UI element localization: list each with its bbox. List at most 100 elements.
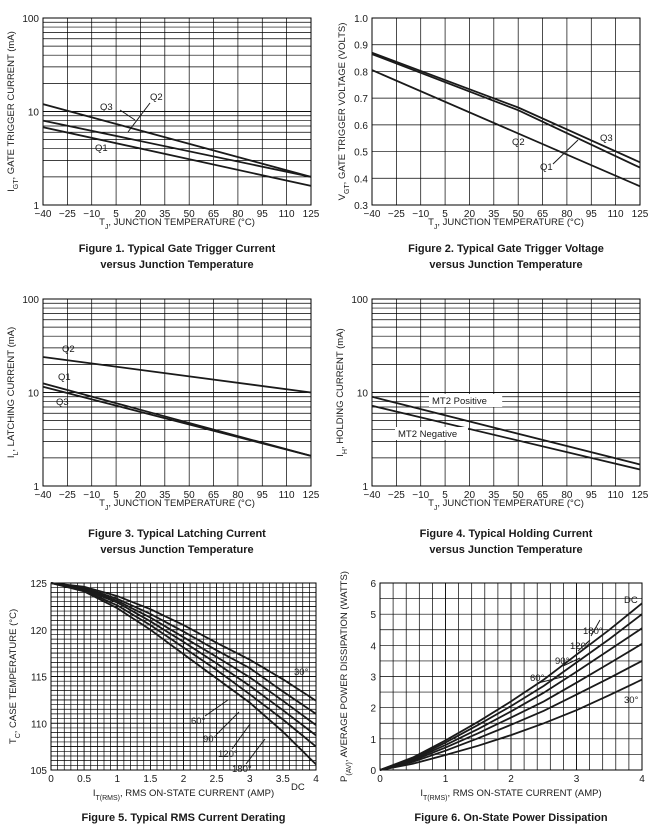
y-tick-label: 1 (33, 201, 39, 212)
fig6-grid (379, 582, 643, 771)
x-tick-label: 5 (442, 490, 448, 501)
x-tick-label: 110 (279, 490, 295, 501)
annotation-label: Q3 (56, 397, 69, 408)
x-tick-label: −40 (35, 490, 52, 501)
annotation-label: Q2 (512, 137, 525, 148)
x-tick-label: 2 (508, 774, 514, 785)
x-tick-label: −10 (83, 209, 100, 220)
x-tick-label: 110 (608, 209, 624, 220)
y-tick-label: 0.7 (354, 94, 368, 105)
x-axis-label: IT(RMS), RMS ON-STATE CURRENT (AMP) (93, 788, 274, 802)
y-tick-label: 10 (28, 389, 40, 400)
annotation-label: 120° (218, 749, 238, 760)
y-axis-label: TC, CASE TEMPERATURE (°C) (8, 609, 22, 744)
y-axis-label: IL, LATCHING CURRENT (mA) (6, 327, 20, 458)
annotation-leader (537, 675, 567, 684)
figure-caption: Figure 2. Typical Gate Trigger Voltage (408, 243, 604, 255)
x-tick-label: 65 (208, 209, 220, 220)
figure-caption: Figure 6. On-State Power Dissipation (414, 812, 607, 824)
annotation-label: Q1 (540, 162, 553, 173)
x-tick-label: 125 (632, 209, 649, 220)
x-tick-label: 0 (377, 774, 383, 785)
annotation-label: 60° (530, 673, 545, 684)
x-axis-label: TJ, JUNCTION TEMPERATURE (°C) (99, 217, 255, 231)
annotation-label: 120° (570, 641, 590, 652)
series-line-60- (379, 660, 643, 771)
series-line-30- (50, 582, 317, 702)
x-tick-label: 50 (513, 490, 525, 501)
y-tick-label: 0.9 (354, 41, 368, 52)
x-tick-label: 1.5 (143, 774, 157, 785)
series-line-dc (379, 602, 643, 771)
y-tick-label: 3 (370, 673, 376, 684)
x-tick-label: 65 (208, 490, 220, 501)
series-line-q3 (371, 51, 641, 164)
annotation-leader (245, 738, 266, 765)
figure-caption: Figure 4. Typical Holding Current (420, 528, 593, 540)
x-tick-label: 35 (488, 490, 500, 501)
x-tick-label: 65 (537, 209, 549, 220)
annotation-label: 180° (583, 626, 603, 637)
x-axis-label: IT(RMS), RMS ON-STATE CURRENT (AMP) (420, 788, 601, 802)
series-line-q2 (42, 356, 312, 394)
x-tick-label: 50 (184, 490, 196, 501)
annotation-label: Q2 (62, 344, 75, 355)
fig2-grid (371, 17, 641, 206)
fig4-grid (371, 298, 641, 487)
x-tick-label: −10 (83, 490, 100, 501)
annotation-label: 30° (294, 667, 309, 678)
annotation-leader (590, 619, 601, 637)
annotation-leader (577, 639, 591, 652)
x-tick-label: 20 (464, 209, 476, 220)
y-tick-label: 10 (28, 108, 40, 119)
annotation-bg (429, 394, 503, 407)
annotation-leader (231, 723, 251, 750)
x-tick-label: −25 (59, 209, 76, 220)
x-axis-label: TJ, JUNCTION TEMPERATURE (°C) (99, 498, 255, 512)
annotation-label: Q3 (600, 133, 613, 144)
figure-caption: versus Junction Temperature (429, 259, 582, 271)
y-tick-label: 2 (370, 704, 376, 715)
annotation-label: MT2 Positive (432, 396, 487, 407)
x-axis-label: TJ, JUNCTION TEMPERATURE (°C) (428, 217, 584, 231)
x-tick-label: 5 (442, 209, 448, 220)
series-line-120- (50, 582, 317, 737)
fig5-grid (50, 582, 317, 771)
annotation-label: Q1 (58, 372, 71, 383)
series-line-mt2-negative (371, 404, 641, 471)
y-tick-label: 100 (22, 295, 39, 306)
x-tick-label: 65 (537, 490, 549, 501)
y-axis-label: P(AV), AVERAGE POWER DISSIPATION (WATTS) (339, 571, 353, 782)
x-tick-label: 20 (135, 209, 147, 220)
x-tick-label: 1 (443, 774, 449, 785)
plot-frame (371, 17, 641, 206)
annotation-leader (127, 102, 151, 133)
y-tick-label: 125 (30, 579, 47, 590)
x-tick-label: 35 (159, 490, 171, 501)
y-tick-label: 5 (370, 610, 376, 621)
y-tick-label: 10 (357, 389, 369, 400)
x-tick-label: −10 (412, 490, 429, 501)
figure-caption: Figure 5. Typical RMS Current Derating (82, 812, 286, 824)
x-tick-label: 1 (114, 774, 120, 785)
x-tick-label: 80 (561, 490, 573, 501)
x-tick-label: 20 (464, 490, 476, 501)
plot-frame (379, 582, 643, 771)
x-tick-label: 4 (313, 774, 319, 785)
y-tick-label: 120 (30, 626, 47, 637)
series-line-90- (379, 643, 643, 771)
y-tick-label: 100 (22, 14, 39, 25)
x-tick-label: 125 (303, 209, 320, 220)
y-tick-label: 1 (362, 482, 368, 493)
x-tick-label: −25 (388, 490, 405, 501)
annotation-label: 30° (624, 695, 639, 706)
x-tick-label: 95 (257, 490, 269, 501)
x-tick-label: 110 (608, 490, 624, 501)
series-line-q1 (371, 69, 641, 188)
x-tick-label: −25 (59, 490, 76, 501)
figure-caption: versus Junction Temperature (429, 544, 582, 556)
y-tick-label: 0 (370, 766, 376, 777)
